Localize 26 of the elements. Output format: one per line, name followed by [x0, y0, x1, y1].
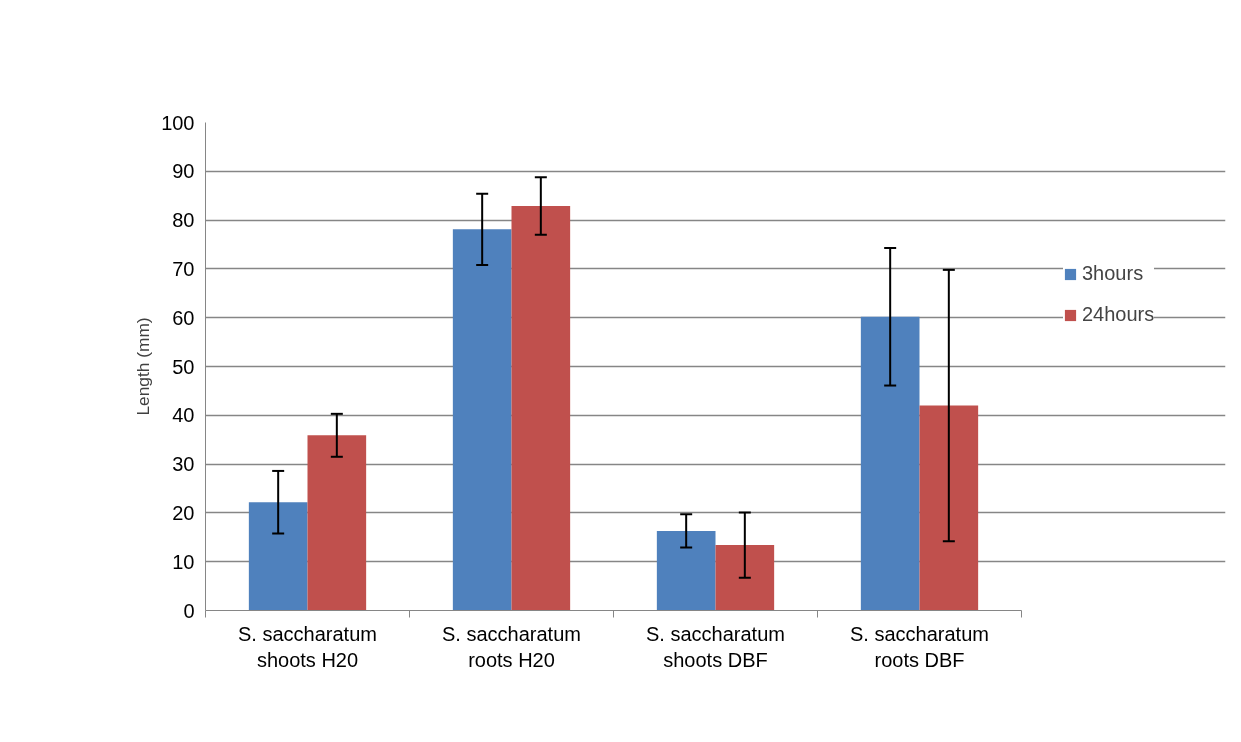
y-axis-title: Length (mm)	[133, 317, 154, 416]
y-tick-label: 50	[172, 355, 195, 378]
bar	[656, 530, 716, 611]
bar	[715, 545, 775, 611]
y-tick-label: 100	[161, 111, 195, 134]
x-tick-label: S. saccharatum roots H20	[442, 622, 581, 671]
y-tick-label: 20	[172, 501, 195, 524]
y-tick-label: 70	[172, 257, 195, 280]
bar	[307, 435, 367, 611]
bar	[452, 229, 512, 611]
y-tick-label: 90	[172, 160, 195, 183]
bar	[860, 316, 920, 611]
bar	[248, 502, 308, 611]
y-tick-label: 40	[172, 404, 195, 427]
y-tick-label: 10	[172, 550, 195, 573]
x-tick-label: S. saccharatum shoots DBF	[646, 622, 785, 671]
y-tick-label: 30	[172, 453, 195, 476]
legend-label: 24hours	[1082, 303, 1155, 326]
bar	[919, 405, 979, 611]
x-tick-label: S. saccharatum roots DBF	[850, 622, 989, 671]
y-tick-label: 80	[172, 209, 195, 232]
y-tick-label: 0	[183, 599, 195, 622]
y-tick-label: 60	[172, 306, 195, 329]
x-tick-label: S. saccharatum shoots H20	[238, 622, 377, 671]
bar	[511, 205, 571, 611]
legend-label: 3hours	[1082, 262, 1144, 285]
